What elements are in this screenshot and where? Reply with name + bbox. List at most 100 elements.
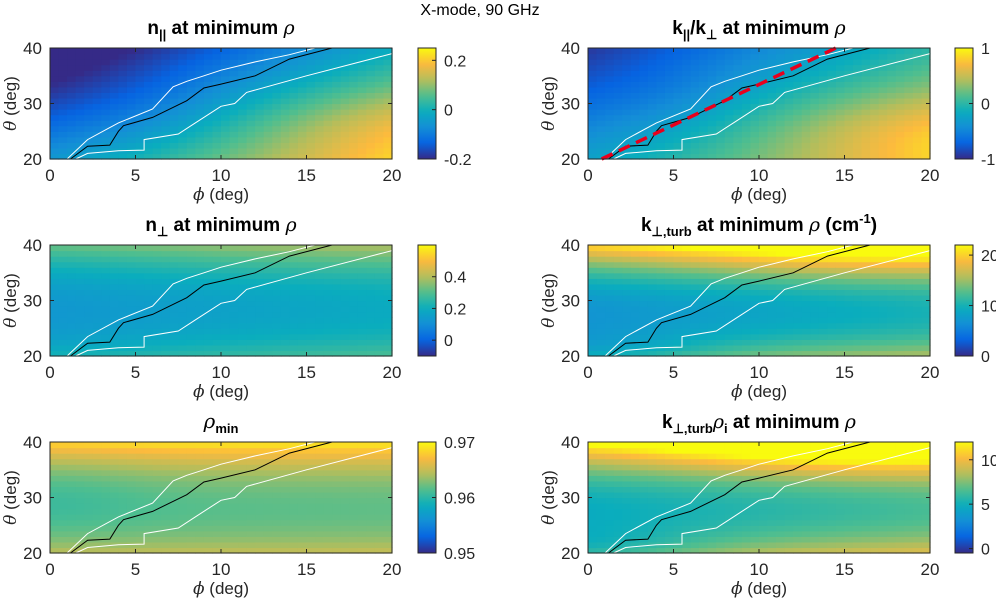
heatmap-cell	[630, 267, 640, 274]
heatmap-cell	[92, 86, 102, 93]
heatmap-cell	[212, 525, 222, 532]
heatmap-cell	[673, 480, 683, 487]
heatmap-cell	[84, 147, 94, 155]
heatmap-cell	[844, 486, 854, 493]
heatmap-cell	[724, 136, 734, 143]
heatmap-cell	[280, 350, 290, 357]
heatmap-cell	[67, 153, 77, 160]
heatmap-cell	[297, 136, 308, 143]
heatmap-cell	[229, 97, 239, 105]
heatmap-cell	[315, 514, 325, 521]
heatmap-cell	[75, 261, 85, 268]
heatmap-cell	[152, 328, 162, 335]
heatmap-cell	[613, 289, 623, 296]
heatmap-cell	[588, 86, 598, 93]
heatmap-cell	[212, 508, 222, 515]
heatmap-cell	[596, 81, 606, 88]
heatmap-cell	[195, 525, 205, 532]
heatmap-cell	[323, 447, 333, 454]
heatmap-cell	[135, 294, 145, 302]
heatmap-cell	[801, 530, 811, 537]
heatmap-cell	[853, 514, 863, 521]
heatmap-cell	[613, 142, 623, 149]
heatmap-cell	[238, 536, 248, 543]
heatmap-cell	[255, 519, 265, 526]
heatmap-cell	[221, 142, 231, 149]
heatmap-cell	[229, 339, 239, 346]
heatmap-cell	[750, 514, 760, 521]
heatmap-cell	[810, 306, 820, 313]
heatmap-cell	[878, 508, 888, 515]
heatmap-cell	[272, 272, 282, 279]
heatmap-cell	[656, 278, 666, 285]
heatmap-cell	[357, 250, 367, 257]
heatmap-cell	[229, 261, 239, 268]
heatmap-cell	[861, 136, 871, 143]
heatmap-cell	[690, 136, 700, 143]
heatmap-cell	[126, 261, 137, 268]
heatmap-cell	[861, 469, 871, 476]
heatmap-cell	[844, 480, 854, 487]
heatmap-cell	[366, 317, 376, 324]
heatmap-cell	[178, 59, 188, 66]
heatmap-cell	[818, 525, 828, 532]
heatmap-cell	[58, 475, 68, 482]
heatmap-cell	[921, 514, 931, 521]
heatmap-cell	[904, 350, 914, 357]
heatmap-cell	[144, 530, 154, 537]
heatmap-cell	[118, 464, 128, 471]
x-tick-label: 10	[750, 166, 769, 185]
heatmap-cell	[912, 322, 923, 329]
heatmap-cell	[349, 245, 359, 252]
y-tick-label: 30	[23, 95, 42, 114]
heatmap-cell	[887, 530, 897, 537]
heatmap-cell	[912, 442, 923, 449]
heatmap-cell	[588, 311, 598, 318]
heatmap-cell	[733, 92, 743, 99]
heatmap-cell	[203, 519, 214, 526]
heatmap-cell	[255, 136, 265, 143]
heatmap-cell	[152, 267, 162, 274]
heatmap-cell	[656, 525, 666, 532]
heatmap-cell	[878, 245, 888, 252]
heatmap-cell	[203, 497, 214, 504]
heatmap-cell	[280, 322, 290, 329]
heatmap-cell	[647, 142, 657, 149]
heatmap-cell	[853, 278, 863, 285]
heatmap-cell	[144, 475, 154, 482]
heatmap-cell	[861, 317, 871, 324]
heatmap-cell	[315, 59, 325, 66]
heatmap-cell	[169, 333, 179, 340]
heatmap-cell	[716, 267, 726, 274]
heatmap-cell	[203, 453, 214, 460]
heatmap-cell	[861, 97, 871, 105]
heatmap-cell	[878, 250, 888, 257]
heatmap-cell	[878, 278, 888, 285]
heatmap-cell	[67, 261, 77, 268]
heatmap-cell	[374, 97, 385, 105]
heatmap-cell	[203, 109, 214, 116]
heatmap-cell	[622, 339, 632, 346]
heatmap-cell	[588, 530, 598, 537]
heatmap-cell	[776, 536, 786, 543]
heatmap-cell	[793, 469, 803, 476]
heatmap-cell	[784, 272, 794, 279]
heatmap-cell	[664, 322, 675, 329]
contour-upper-line	[66, 47, 316, 160]
heatmap-cell	[263, 131, 273, 138]
heatmap-cell	[835, 525, 846, 532]
heatmap-cell	[870, 142, 880, 149]
heatmap-cell	[246, 261, 256, 268]
heatmap-cell	[84, 519, 94, 526]
heatmap-cell	[221, 109, 231, 116]
heatmap-cell	[118, 469, 128, 476]
heatmap-cell	[315, 131, 325, 138]
heatmap-cell	[724, 283, 734, 290]
heatmap-cell	[84, 333, 94, 340]
heatmap-cell	[605, 322, 615, 329]
heatmap-cell	[289, 547, 299, 554]
heatmap-cell	[297, 447, 308, 454]
heatmap-cell	[827, 480, 837, 487]
heatmap-cell	[622, 333, 632, 340]
heatmap-cell	[801, 306, 811, 313]
